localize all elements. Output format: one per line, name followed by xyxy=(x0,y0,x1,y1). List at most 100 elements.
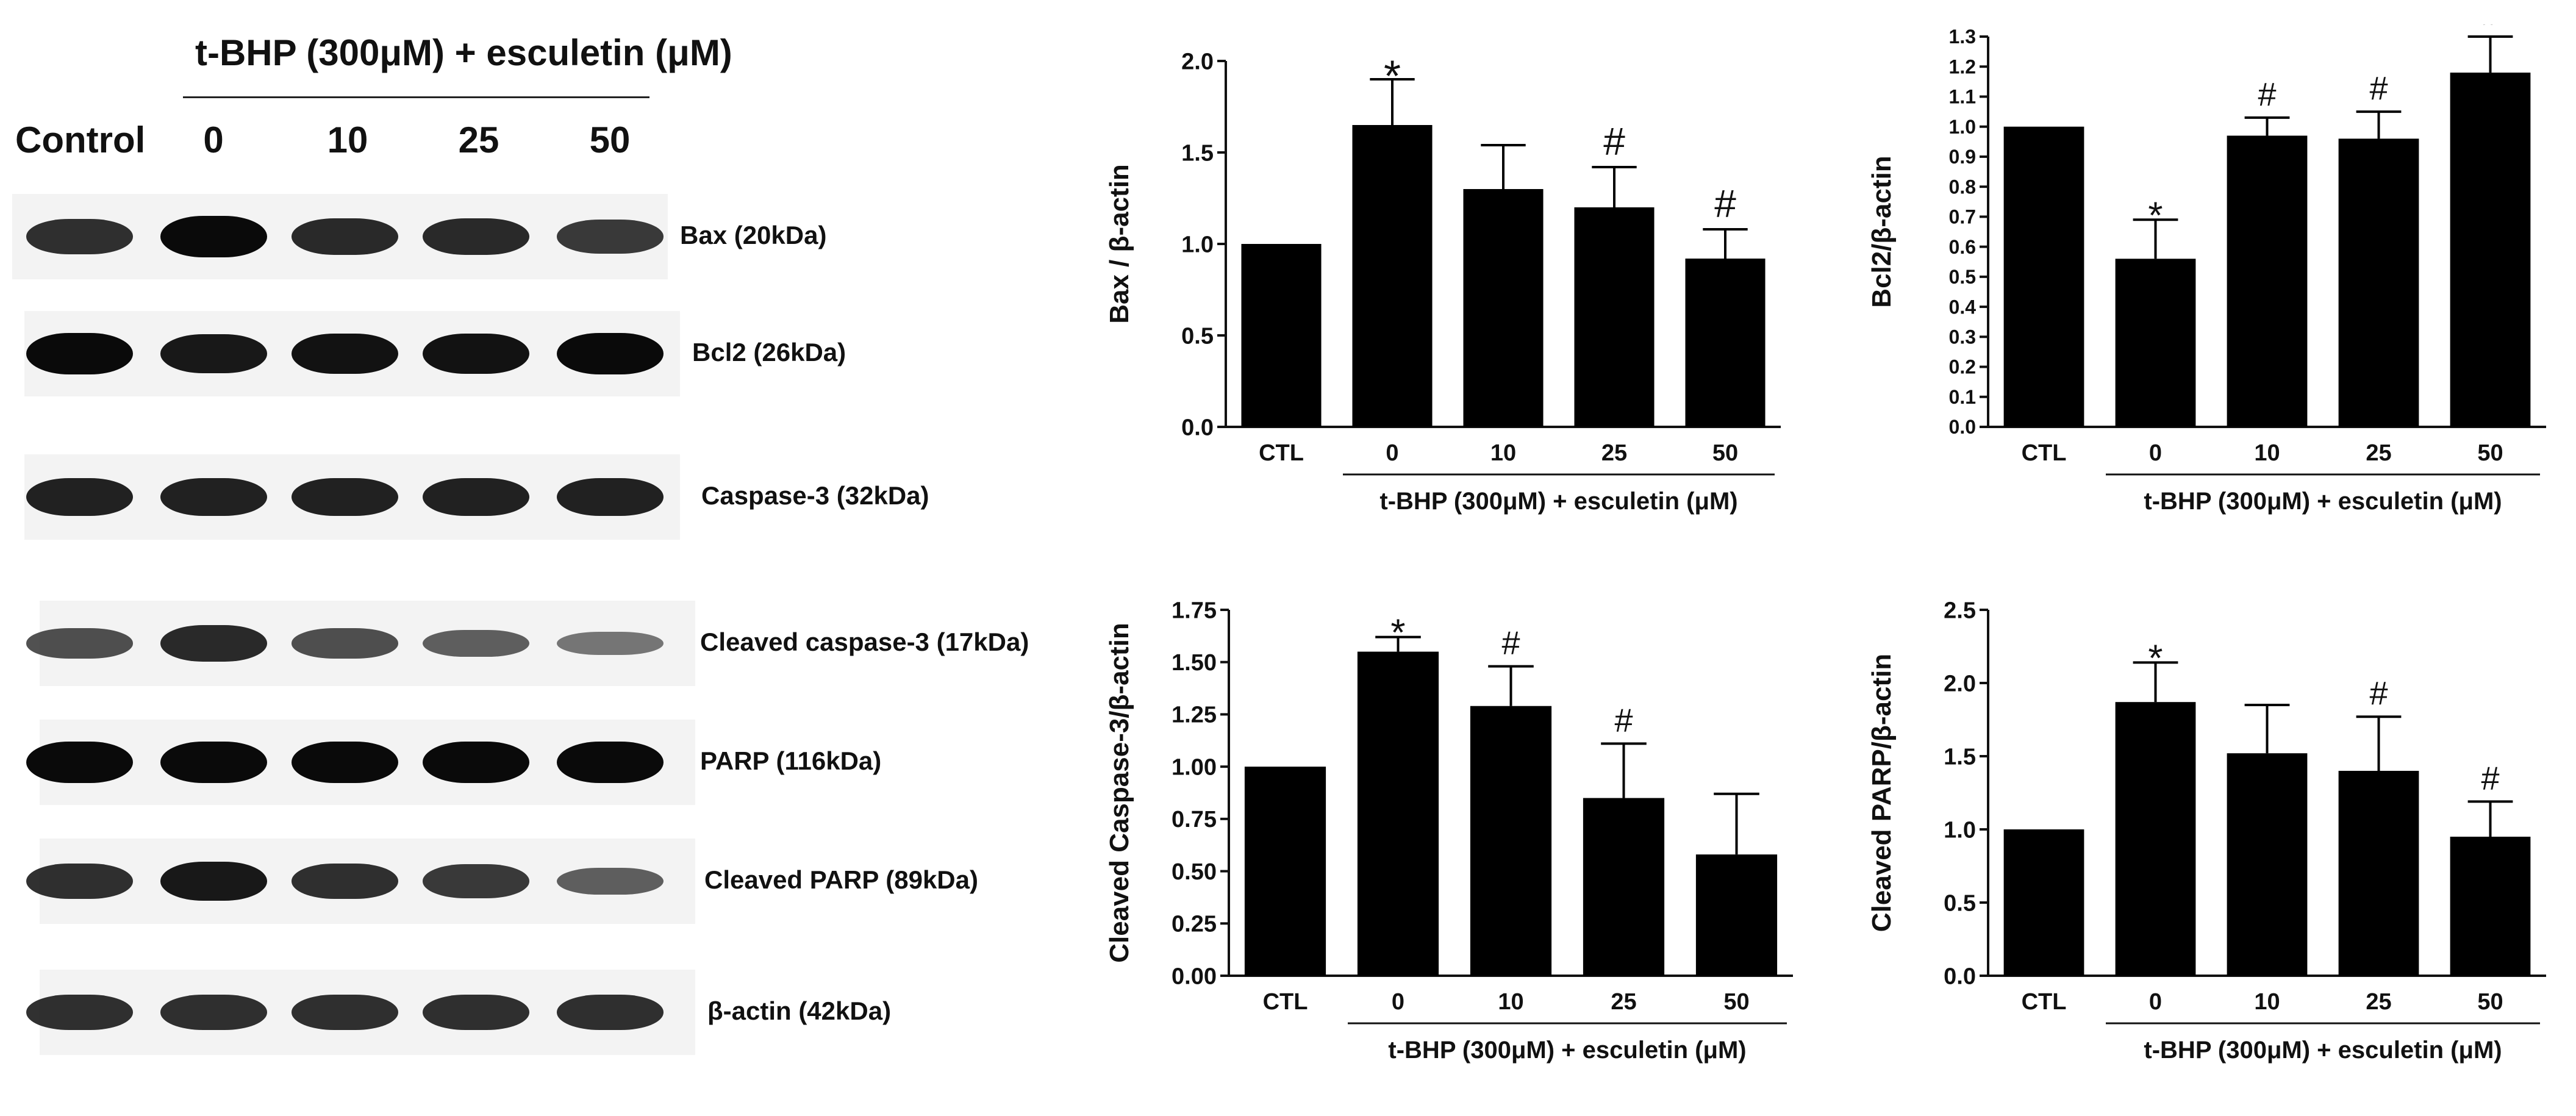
y-tick-label: 1.75 xyxy=(1172,598,1217,623)
blot-band xyxy=(556,478,664,516)
y-tick-label: 0.6 xyxy=(1949,236,1976,258)
significance-hash: # xyxy=(2369,70,2388,107)
group-label: t-BHP (300μM) + esculetin (μM) xyxy=(2144,1037,2502,1064)
y-tick-label: 0.8 xyxy=(1949,176,1976,198)
blot-label-actin-42kda: β-actin (42kDa) xyxy=(707,996,892,1025)
y-tick-label: 0.5 xyxy=(1181,323,1214,349)
bar xyxy=(1241,244,1322,427)
y-tick-label: 0.2 xyxy=(1949,356,1976,378)
y-axis-label: Bcl2/β-actin xyxy=(1867,156,1897,307)
blot-band xyxy=(26,742,133,783)
bar xyxy=(2450,837,2531,976)
bar xyxy=(1352,125,1433,427)
significance-hash: # xyxy=(2258,76,2276,113)
y-tick-label: 1.3 xyxy=(1949,26,1976,48)
cleaved-parp-chart: 0.0 0.5 1.0 1.5 2.0 2.5 Cleaved PARP/β-actin CT… xyxy=(1867,598,2546,1064)
x-category-label: 25 xyxy=(1611,989,1636,1015)
bar xyxy=(1574,207,1655,427)
bar xyxy=(2115,259,2196,427)
blot-band xyxy=(160,742,267,783)
bar xyxy=(2003,829,2084,976)
significance-hash: # xyxy=(1614,702,1633,739)
blot-label-caspase-3-32kda: Caspase-3 (32kDa) xyxy=(701,481,929,510)
y-tick-label: 0.0 xyxy=(1181,415,1214,440)
blot-label-bax-20kda: Bax (20kDa) xyxy=(680,221,827,249)
y-tick-label: 0.9 xyxy=(1949,146,1976,168)
bar xyxy=(2338,771,2419,976)
blot-band xyxy=(160,995,267,1030)
x-category-label: 0 xyxy=(1392,989,1404,1015)
blot-band xyxy=(160,216,267,257)
y-axis-label: Bax / β-actin xyxy=(1104,164,1134,324)
y-tick-label: 0.00 xyxy=(1172,964,1217,989)
blot-band xyxy=(291,995,398,1030)
significance-hash: # xyxy=(1714,182,1736,226)
blot-band xyxy=(26,478,133,516)
group-label: t-BHP (300μM) + esculetin (μM) xyxy=(2144,488,2502,515)
x-category-label: CTL xyxy=(2022,440,2067,466)
x-category-label: 25 xyxy=(1601,440,1627,466)
blot-band xyxy=(556,742,664,783)
significance-hash: # xyxy=(1603,120,1625,163)
blot-band xyxy=(26,333,133,374)
blot-band xyxy=(160,625,267,662)
blot-band xyxy=(422,629,529,657)
group-label: t-BHP (300μM) + esculetin (μM) xyxy=(1379,488,1737,515)
group-label: t-BHP (300μM) + esculetin (μM) xyxy=(1388,1037,1746,1064)
y-tick-label: 0.75 xyxy=(1172,807,1217,832)
y-axis-label: Cleaved Caspase-3/β-actin xyxy=(1104,623,1134,963)
y-tick-label: 1.0 xyxy=(1944,817,1976,843)
y-tick-label: 1.00 xyxy=(1172,754,1217,780)
blot-label-cleaved-caspase-3-17kda: Cleaved caspase-3 (17kDa) xyxy=(700,628,1029,656)
blot-label-parp-116kda: PARP (116kDa) xyxy=(700,746,882,775)
bar xyxy=(1470,706,1552,976)
bar xyxy=(1463,189,1544,427)
significance-hash: # xyxy=(2481,760,2499,796)
bar xyxy=(2450,73,2531,427)
y-tick-label: 1.1 xyxy=(1949,86,1976,108)
bax-chart: 0.0 0.5 1.0 1.5 2.0 Bax / β-actin CTL * 0 10 #25 #5… xyxy=(1104,49,1781,515)
bar xyxy=(2003,126,2084,427)
blot-band xyxy=(556,631,664,656)
x-category-label: 10 xyxy=(2254,440,2280,466)
blot-band xyxy=(422,995,529,1030)
treatment-header: t-BHP (300μM) + esculetin (μM) xyxy=(195,32,732,73)
x-category-label: 25 xyxy=(2366,989,2391,1015)
x-category-label: 50 xyxy=(1712,440,1738,466)
blot-band xyxy=(160,478,267,516)
y-tick-label: 0.0 xyxy=(1944,964,1976,989)
y-tick-label: 1.2 xyxy=(1949,55,1976,77)
bar xyxy=(1695,854,1778,976)
blot-band xyxy=(556,220,664,254)
y-tick-label: 1.5 xyxy=(1181,140,1214,166)
blot-band xyxy=(160,334,267,373)
bar xyxy=(1685,259,1766,427)
y-tick-label: 2.0 xyxy=(1181,49,1214,74)
bar xyxy=(2115,702,2196,976)
x-category-label: 0 xyxy=(2149,989,2162,1015)
blot-band xyxy=(422,478,529,516)
x-category-label: CTL xyxy=(1259,440,1304,466)
significance-star: * xyxy=(1384,52,1401,101)
bar xyxy=(1244,767,1326,976)
bcl2-chart: 0.0 0.1 0.2 0.3 0.4 0.5 0.6 0.7 0.8 0.9 1.0 1.1 1.2 1… xyxy=(1867,24,2546,515)
blot-band xyxy=(26,628,133,659)
x-category-label: CTL xyxy=(2022,989,2067,1015)
cleaved-caspase3-chart: 0.00 0.25 0.50 0.75 1.00 1.25 1.50 1.75 Cleaved … xyxy=(1104,598,1793,1064)
x-category-label: 50 xyxy=(1723,989,1749,1015)
bar xyxy=(2227,753,2308,976)
blot-label-bcl2-26kda: Bcl2 (26kDa) xyxy=(692,338,846,367)
x-category-label: 50 xyxy=(2477,440,2503,466)
x-category-label: 50 xyxy=(2477,989,2503,1015)
y-tick-label: 0.5 xyxy=(1944,890,1976,916)
blot-band xyxy=(291,628,398,659)
blot-band xyxy=(422,742,529,783)
lane-label-10: 10 xyxy=(327,120,368,160)
blot-band xyxy=(291,742,398,783)
blot-band xyxy=(291,334,398,374)
significance-hash: # xyxy=(2481,24,2499,32)
lane-label-25: 25 xyxy=(458,120,499,160)
x-category-label: 25 xyxy=(2366,440,2391,466)
blot-band xyxy=(556,333,664,374)
blot-band xyxy=(26,219,133,254)
